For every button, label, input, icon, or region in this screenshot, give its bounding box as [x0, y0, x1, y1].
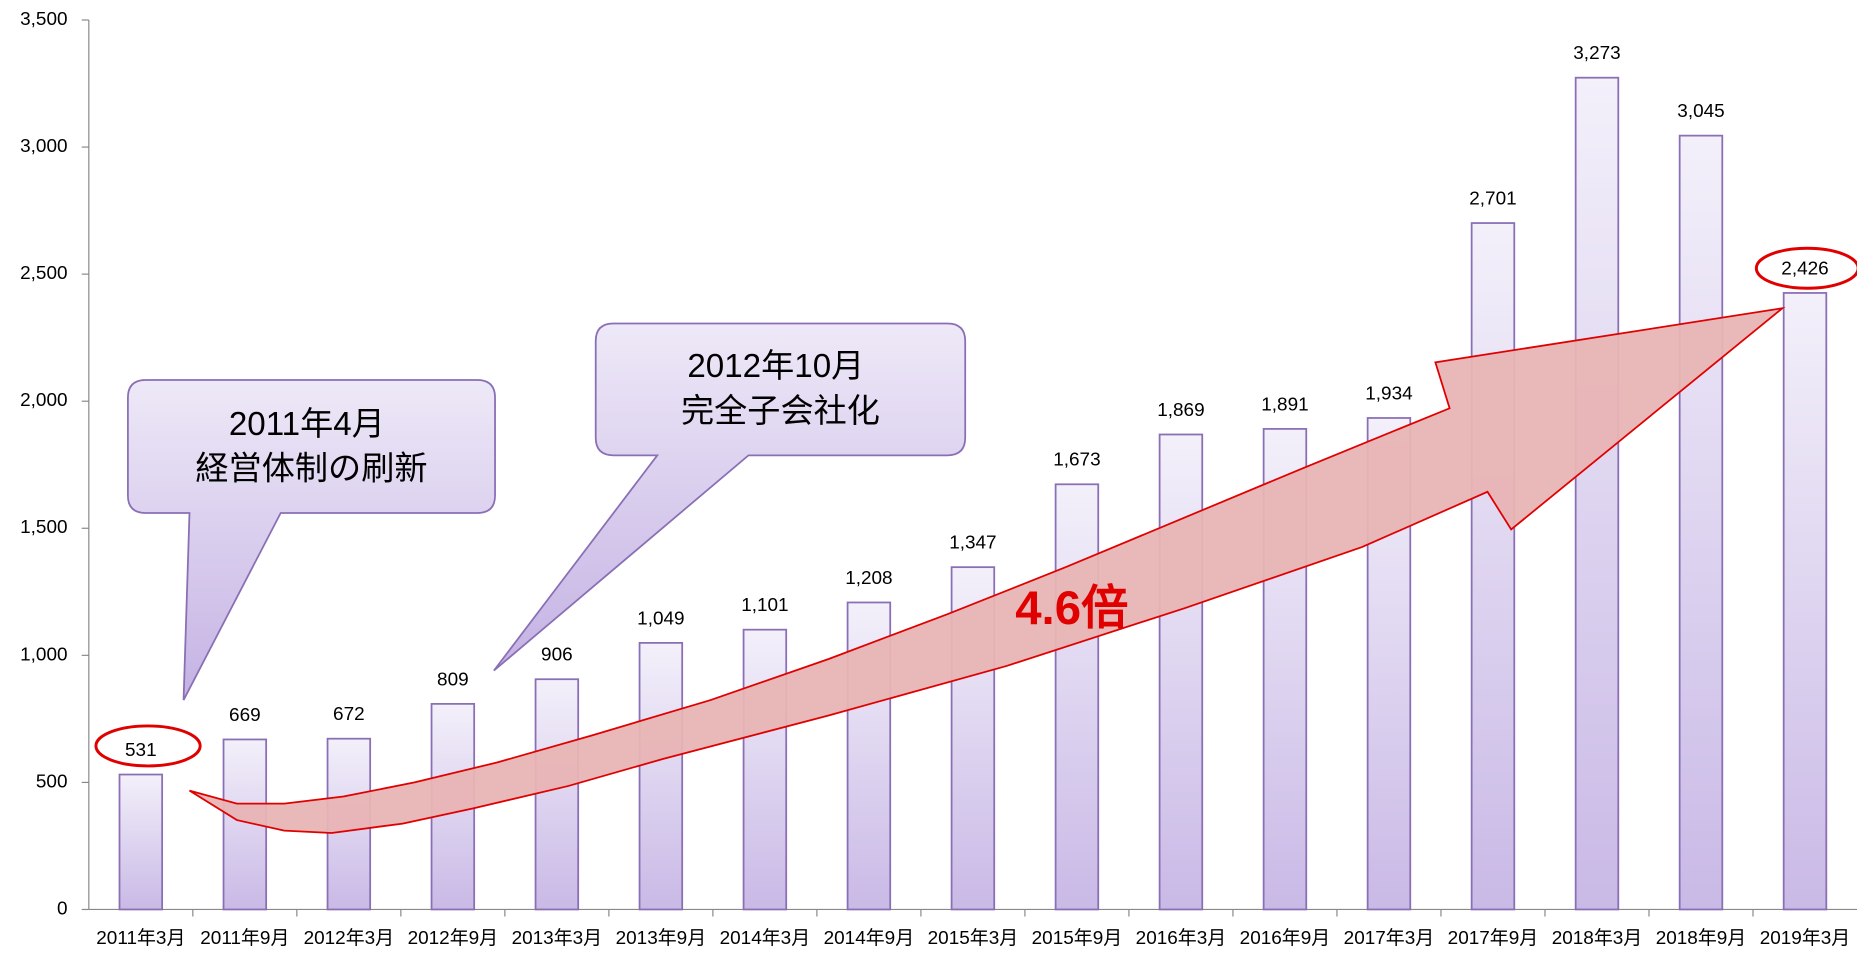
x-tick-label: 2016年9月 [1240, 927, 1331, 949]
value-label: 1,049 [637, 608, 684, 629]
y-tick-label: 1,000 [20, 644, 67, 665]
x-tick-label: 2014年3月 [720, 927, 811, 949]
bar [118, 773, 164, 911]
value-label: 1,208 [845, 568, 892, 589]
x-tick-label: 2011年3月 [96, 927, 185, 949]
x-tick-label: 2016年3月 [1136, 927, 1227, 949]
bar [1678, 134, 1724, 911]
x-tick-label: 2018年9月 [1656, 927, 1747, 949]
x-tick-label: 2013年9月 [616, 927, 707, 949]
x-tick-label: 2011年9月 [200, 927, 289, 949]
value-label: 672 [333, 704, 365, 725]
value-label: 1,869 [1157, 400, 1204, 421]
x-tick-label: 2017年9月 [1448, 927, 1539, 949]
value-label: 1,101 [741, 595, 788, 616]
value-label: 2,701 [1469, 189, 1516, 210]
callout-line: 2012年10月 [687, 348, 864, 385]
bar [1054, 483, 1100, 911]
value-label: 1,673 [1053, 450, 1100, 471]
y-tick-label: 500 [36, 771, 68, 792]
bar [1782, 292, 1828, 911]
value-label: 906 [541, 645, 573, 666]
bar [1574, 76, 1620, 911]
x-tick-label: 2012年9月 [408, 927, 499, 949]
bar [1470, 222, 1516, 911]
callout-line: 完全子会社化 [681, 393, 880, 430]
y-tick-label: 0 [57, 898, 68, 919]
value-label: 809 [437, 669, 469, 690]
callout-line: 2011年4月 [229, 406, 385, 443]
x-tick-label: 2017年3月 [1344, 927, 1435, 949]
y-tick-label: 1,500 [20, 517, 67, 538]
y-tick-label: 2,500 [20, 263, 67, 284]
callout-line: 経営体制の刷新 [195, 450, 427, 487]
x-tick-label: 2018年3月 [1552, 927, 1643, 949]
bar [534, 678, 580, 911]
value-label: 3,045 [1677, 101, 1724, 122]
value-label: 1,347 [949, 533, 996, 554]
x-tick-label: 2013年3月 [512, 927, 603, 949]
value-label: 531 [125, 740, 157, 761]
callout [493, 322, 967, 672]
value-label: 669 [229, 705, 261, 726]
x-tick-label: 2012年3月 [304, 927, 395, 949]
growth-arrow [189, 306, 1786, 834]
highlight-ring [1754, 246, 1857, 290]
bar [742, 628, 788, 911]
y-tick-label: 2,000 [20, 390, 67, 411]
value-label: 1,934 [1365, 383, 1412, 404]
arrow-label: 4.6倍 [1015, 582, 1128, 635]
x-tick-label: 2014年9月 [824, 927, 915, 949]
x-tick-label: 2019年3月 [1760, 927, 1851, 949]
value-label: 1,891 [1261, 394, 1308, 415]
value-label: 2,426 [1781, 258, 1828, 279]
highlight-ring [94, 724, 202, 768]
bar [1158, 433, 1204, 911]
y-tick-label: 3,500 [20, 9, 67, 30]
bar [638, 641, 684, 911]
callout-text: 2011年4月 経営体制の刷新 [195, 406, 427, 488]
value-label: 3,273 [1573, 43, 1620, 64]
x-tick-label: 2015年3月 [928, 927, 1019, 949]
callout-text: 2012年10月 完全子会社化 [681, 348, 880, 430]
x-tick-label: 2015年9月 [1032, 927, 1123, 949]
y-tick-label: 3,000 [20, 136, 67, 157]
callout [127, 379, 496, 701]
